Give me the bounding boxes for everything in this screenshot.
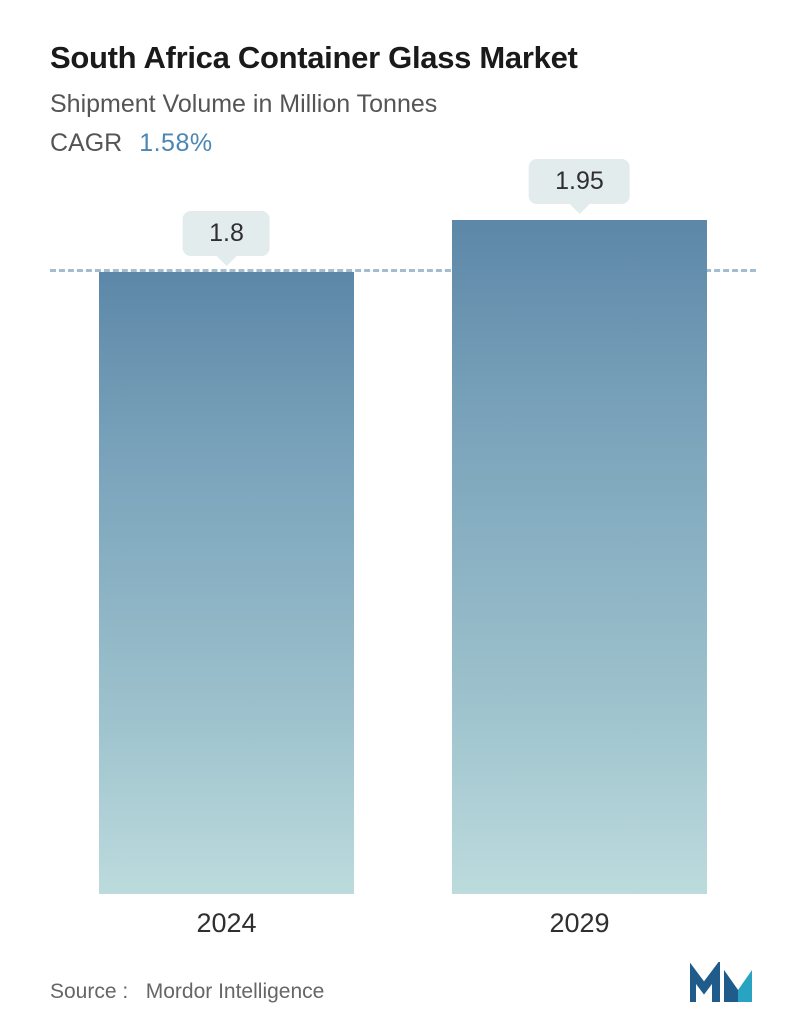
chart-footer: Source : Mordor Intelligence: [50, 962, 756, 1004]
cagr-row: CAGR 1.58%: [50, 129, 756, 158]
brand-logo-icon: [690, 962, 756, 1004]
bar: 1.8: [99, 272, 353, 894]
bar: 1.95: [452, 220, 706, 894]
cagr-value: 1.58%: [139, 129, 212, 157]
value-tag: 1.8: [183, 211, 270, 256]
x-axis-labels: 2024 2029: [50, 908, 756, 948]
cagr-label: CAGR: [50, 129, 122, 157]
source-value: Mordor Intelligence: [146, 980, 325, 1003]
bar-fill: [99, 272, 353, 894]
value-tag: 1.95: [529, 159, 630, 204]
bar-fill: [452, 220, 706, 894]
source-text: Source : Mordor Intelligence: [50, 980, 324, 1004]
plot-area: 1.8 1.95: [50, 220, 756, 894]
chart-title: South Africa Container Glass Market: [50, 40, 756, 76]
x-axis-label: 2024: [196, 908, 256, 939]
chart-container: South Africa Container Glass Market Ship…: [0, 0, 796, 1034]
x-axis-label: 2029: [549, 908, 609, 939]
source-label: Source :: [50, 980, 128, 1003]
chart-subtitle: Shipment Volume in Million Tonnes: [50, 90, 756, 119]
